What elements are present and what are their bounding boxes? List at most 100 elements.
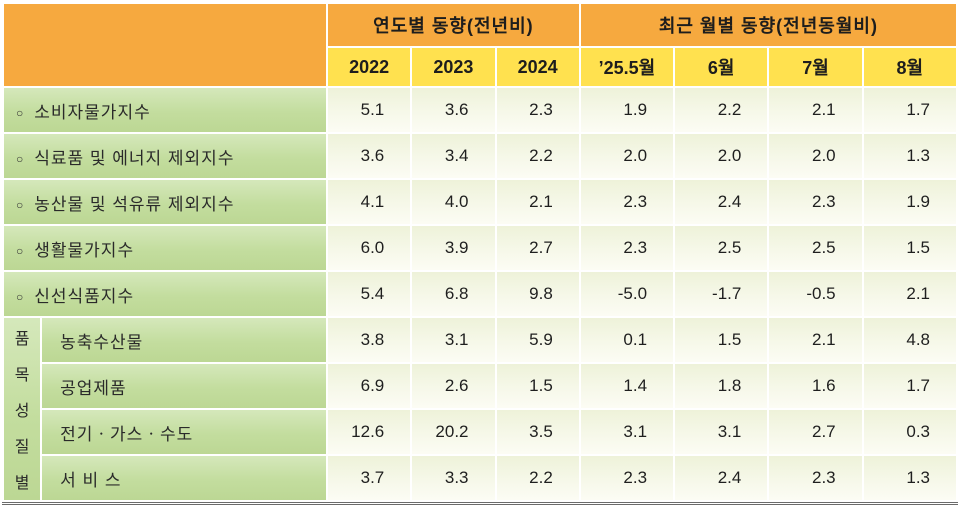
row-label-electricity-gas-water: 전기ㆍ가스ㆍ수도 bbox=[42, 410, 326, 454]
value-cell: 2.3 bbox=[580, 180, 674, 224]
value-cell: 2.2 bbox=[496, 134, 579, 178]
row-label-text: 소비자물가지수 bbox=[34, 102, 151, 122]
value-cell: 9.8 bbox=[496, 272, 579, 316]
value-cell: 12.6 bbox=[328, 410, 411, 454]
table-row: ○ 농산물 및 석유류 제외지수 4.1 4.0 2.1 2.3 2.4 2.3 … bbox=[4, 180, 956, 224]
value-cell: 6.0 bbox=[328, 226, 411, 270]
value-cell: 2.3 bbox=[580, 226, 674, 270]
value-cell: -5.0 bbox=[580, 272, 674, 316]
corner-cell bbox=[4, 4, 326, 86]
value-cell: 5.4 bbox=[328, 272, 411, 316]
row-label-core-ex-agri-oil: ○ 농산물 및 석유류 제외지수 bbox=[4, 180, 326, 224]
table-row: 전기ㆍ가스ㆍ수도 12.6 20.2 3.5 3.1 3.1 2.7 0.3 bbox=[4, 410, 956, 454]
value-cell: 1.9 bbox=[580, 88, 674, 132]
row-label-cpi: ○ 소비자물가지수 bbox=[4, 88, 326, 132]
row-label-fresh-food-index: ○ 신선식품지수 bbox=[4, 272, 326, 316]
table-row: ○ 소비자물가지수 5.1 3.6 2.3 1.9 2.2 2.1 1.7 bbox=[4, 88, 956, 132]
table-row: ○ 신선식품지수 5.4 6.8 9.8 -5.0 -1.7 -0.5 2.1 bbox=[4, 272, 956, 316]
value-cell: 1.3 bbox=[863, 456, 956, 500]
value-cell: 6.8 bbox=[412, 272, 495, 316]
value-cell: 2.5 bbox=[675, 226, 768, 270]
value-cell: 2.3 bbox=[496, 88, 579, 132]
vertical-label-char: 별 bbox=[14, 475, 30, 492]
value-cell: 5.9 bbox=[496, 318, 579, 362]
value-cell: 2.3 bbox=[769, 180, 862, 224]
value-cell: 5.1 bbox=[328, 88, 411, 132]
yearly-group-header: 연도별 동향(전년비) bbox=[328, 4, 579, 46]
value-cell: 3.7 bbox=[328, 456, 411, 500]
value-cell: 2.0 bbox=[675, 134, 768, 178]
value-cell: 2.3 bbox=[580, 456, 674, 500]
value-cell: 2.1 bbox=[769, 318, 862, 362]
value-cell: 2.4 bbox=[675, 456, 768, 500]
value-cell: 3.6 bbox=[328, 134, 411, 178]
value-cell: 2.1 bbox=[769, 88, 862, 132]
value-cell: 3.4 bbox=[412, 134, 495, 178]
circle-marker: ○ bbox=[16, 197, 25, 212]
value-cell: 2.7 bbox=[496, 226, 579, 270]
row-label-living-price-index: ○ 생활물가지수 bbox=[4, 226, 326, 270]
col-header-may: ’25.5월 bbox=[580, 48, 674, 86]
value-cell: 3.1 bbox=[580, 410, 674, 454]
row-label-text: 식료품 및 에너지 제외지수 bbox=[34, 148, 235, 168]
value-cell: 1.3 bbox=[863, 134, 956, 178]
value-cell: 2.5 bbox=[769, 226, 862, 270]
header-group-row: 연도별 동향(전년비) 최근 월별 동향(전년동월비) bbox=[4, 4, 956, 86]
value-cell: 1.5 bbox=[863, 226, 956, 270]
vertical-label-char: 목 bbox=[14, 367, 30, 384]
col-header-2023: 2023 bbox=[412, 48, 495, 86]
value-cell: 3.1 bbox=[412, 318, 495, 362]
row-label-text: 생활물가지수 bbox=[34, 240, 135, 260]
col-header-jun: 6월 bbox=[675, 48, 768, 86]
value-cell: -0.5 bbox=[769, 272, 862, 316]
value-cell: 3.3 bbox=[412, 456, 495, 500]
value-cell: 0.1 bbox=[580, 318, 674, 362]
vertical-label-char: 성 bbox=[14, 403, 30, 420]
row-label-text: 농산물 및 석유류 제외지수 bbox=[34, 194, 235, 214]
value-cell: 3.9 bbox=[412, 226, 495, 270]
cpi-trend-table: 연도별 동향(전년비) 최근 월별 동향(전년동월비) 2022 2023 20… bbox=[2, 2, 958, 505]
value-cell: 4.8 bbox=[863, 318, 956, 362]
table-row: 서 비 스 3.7 3.3 2.2 2.3 2.4 2.3 1.3 bbox=[4, 456, 956, 500]
value-cell: 3.6 bbox=[412, 88, 495, 132]
vertical-label-char: 품 bbox=[14, 331, 30, 348]
value-cell: 2.1 bbox=[496, 180, 579, 224]
value-cell: 2.0 bbox=[580, 134, 674, 178]
table-row: ○ 식료품 및 에너지 제외지수 3.6 3.4 2.2 2.0 2.0 2.0 … bbox=[4, 134, 956, 178]
value-cell: 1.5 bbox=[496, 364, 579, 408]
value-cell: 3.1 bbox=[675, 410, 768, 454]
circle-marker: ○ bbox=[16, 243, 25, 258]
value-cell: 2.1 bbox=[863, 272, 956, 316]
col-header-aug: 8월 bbox=[863, 48, 956, 86]
value-cell: 2.6 bbox=[412, 364, 495, 408]
row-label-agri-livestock-fishery: 농축수산물 bbox=[42, 318, 326, 362]
col-header-2024: 2024 bbox=[496, 48, 579, 86]
value-cell: 1.5 bbox=[675, 318, 768, 362]
col-header-jul: 7월 bbox=[769, 48, 862, 86]
vertical-label-char: 질 bbox=[14, 439, 30, 456]
value-cell: 0.3 bbox=[863, 410, 956, 454]
group-label-by-item-type: 품 목 성 질 별 bbox=[4, 318, 41, 500]
value-cell: 4.1 bbox=[328, 180, 411, 224]
value-cell: 1.6 bbox=[769, 364, 862, 408]
value-cell: 4.0 bbox=[412, 180, 495, 224]
value-cell: 2.3 bbox=[769, 456, 862, 500]
value-cell: 6.9 bbox=[328, 364, 411, 408]
table-row: 품 목 성 질 별 농축수산물 3.8 3.1 5.9 0.1 1.5 2.1 … bbox=[4, 318, 956, 500]
row-label-core-ex-food-energy: ○ 식료품 및 에너지 제외지수 bbox=[4, 134, 326, 178]
value-cell: 2.4 bbox=[675, 180, 768, 224]
vertical-label: 품 목 성 질 별 bbox=[5, 325, 39, 493]
row-label-services: 서 비 스 bbox=[42, 456, 326, 500]
header-column-row: 2022 2023 2024 ’25.5월 6월 7월 8월 bbox=[4, 48, 956, 86]
value-cell: 3.8 bbox=[328, 318, 411, 362]
value-cell: -1.7 bbox=[675, 272, 768, 316]
value-cell: 1.8 bbox=[675, 364, 768, 408]
row-label-text: 신선식품지수 bbox=[34, 286, 135, 306]
table-row: ○ 생활물가지수 6.0 3.9 2.7 2.3 2.5 2.5 1.5 bbox=[4, 226, 956, 270]
col-header-2022: 2022 bbox=[328, 48, 411, 86]
value-cell: 20.2 bbox=[412, 410, 495, 454]
value-cell: 2.2 bbox=[675, 88, 768, 132]
circle-marker: ○ bbox=[16, 105, 25, 120]
row-label-industrial-products: 공업제품 bbox=[42, 364, 326, 408]
